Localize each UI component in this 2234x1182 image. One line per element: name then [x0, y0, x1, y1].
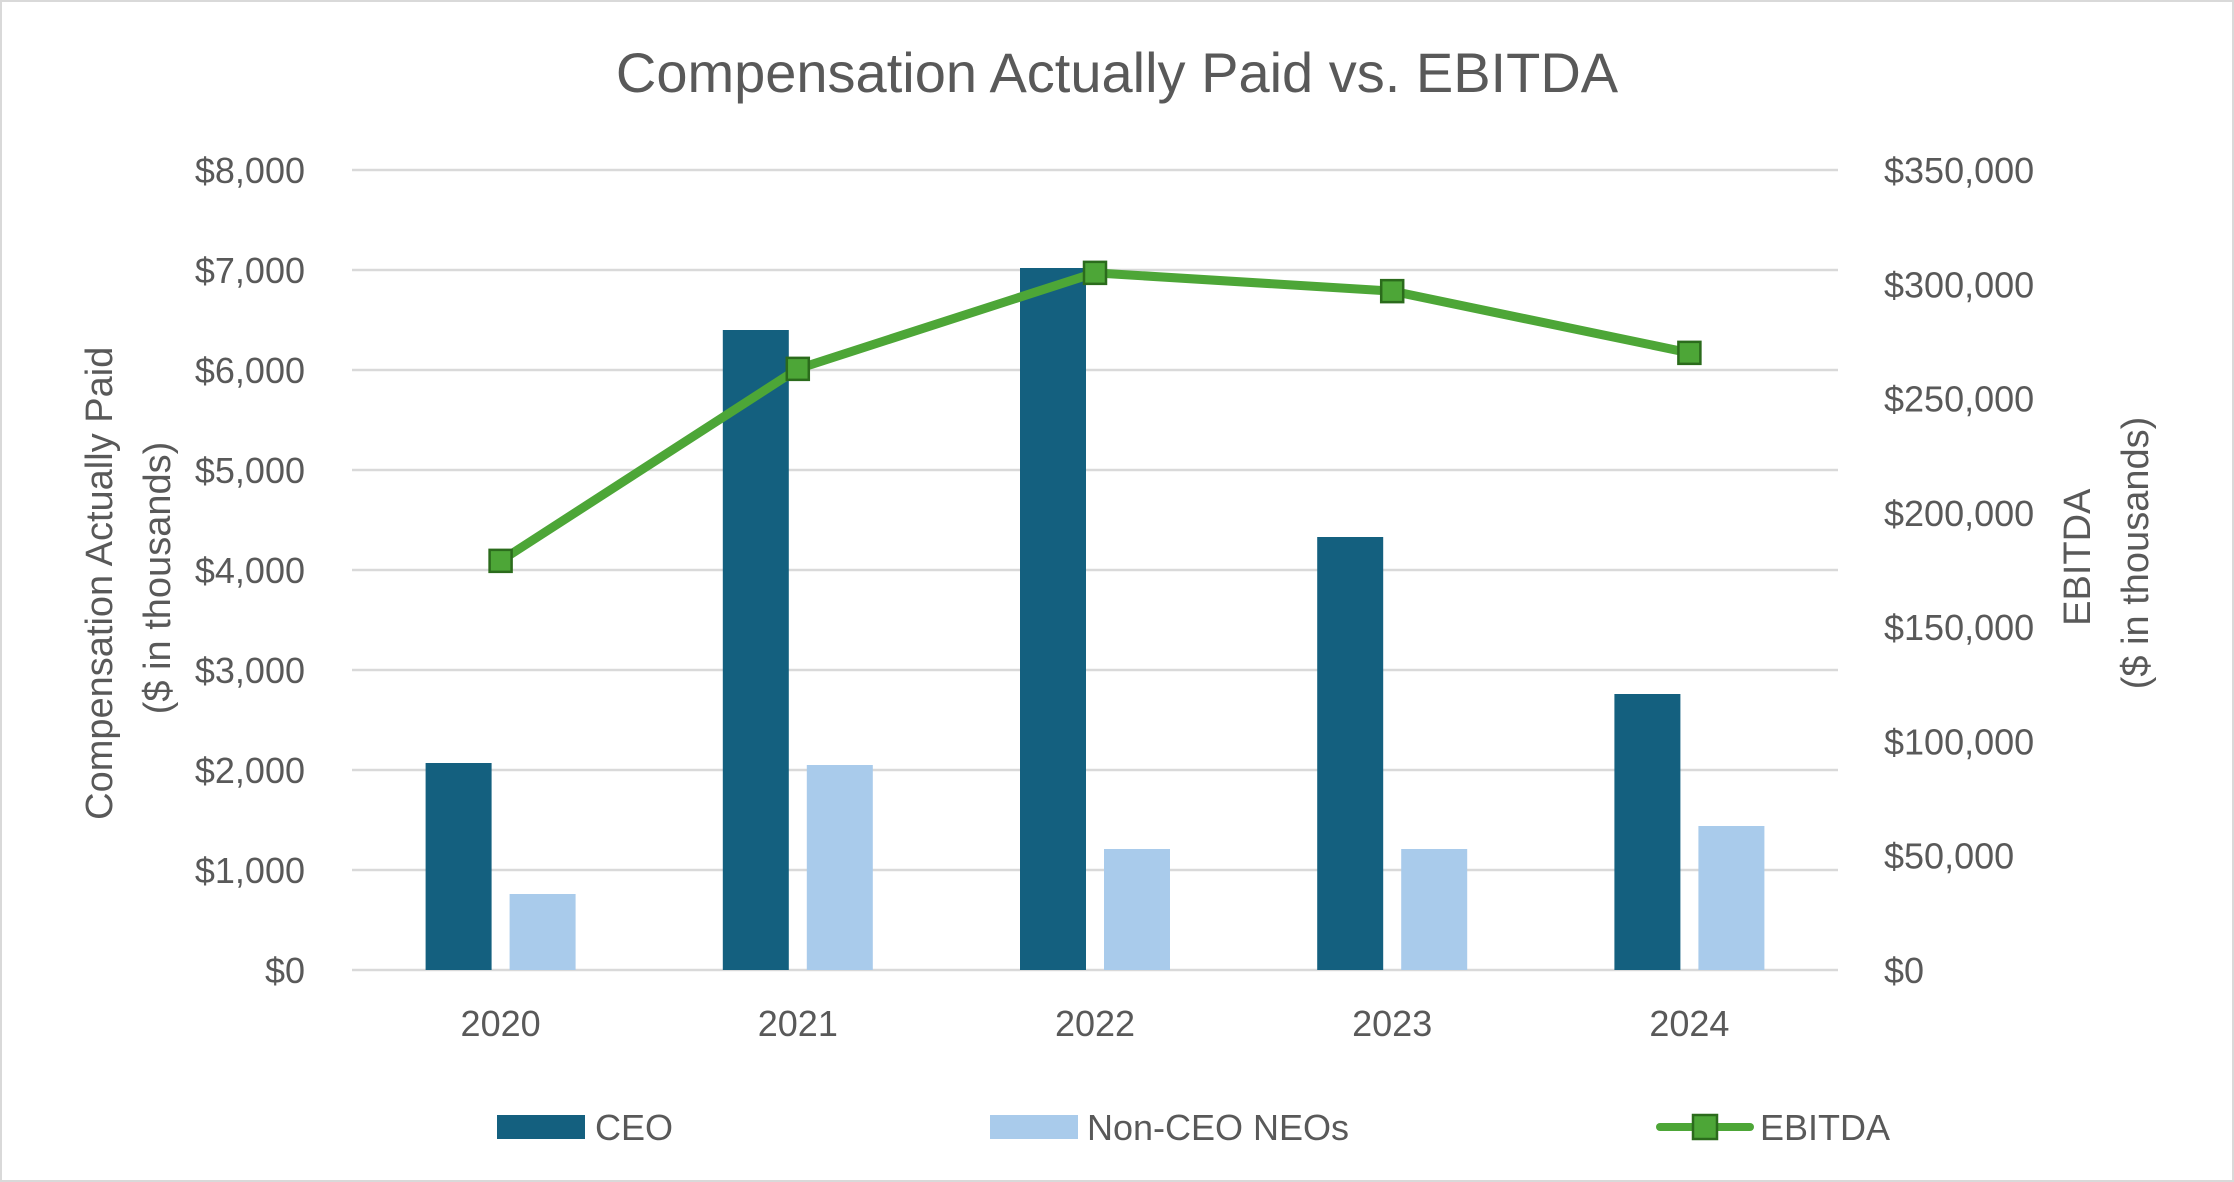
ebitda-line-series: [488, 260, 1702, 574]
left-tick-label: $3,000: [195, 650, 305, 691]
left-tick-label: $2,000: [195, 750, 305, 791]
right-tick-label: $200,000: [1884, 493, 2034, 534]
bar-ceo-2020: [425, 763, 492, 970]
left-tick-label: $7,000: [195, 250, 305, 291]
right-axis-label-line1: EBITDA: [2057, 488, 2099, 626]
left-tick-label: $1,000: [195, 850, 305, 891]
legend-label-ebitda: EBITDA: [1760, 1107, 1890, 1148]
right-tick-label: $50,000: [1884, 836, 2014, 877]
bar-non-ceo-neos-2021: [806, 765, 873, 970]
left-tick-label: $6,000: [195, 350, 305, 391]
legend-swatch-ceo: [497, 1115, 585, 1139]
chart-title: Compensation Actually Paid vs. EBITDA: [616, 41, 1619, 104]
left-axis-label-line2: ($ in thousands): [137, 442, 179, 715]
left-tick-label: $0: [265, 950, 305, 991]
bar-ceo-2021: [722, 330, 789, 970]
bar-ceo-2022: [1020, 268, 1086, 970]
right-axis-label-line2: ($ in thousands): [2115, 417, 2157, 690]
left-axis-ticks: $0 $1,000 $2,000 $3,000 $4,000 $5,000 $6,000 $7…: [195, 150, 305, 991]
left-tick-label: $8,000: [195, 150, 305, 191]
left-tick-label: $4,000: [195, 550, 305, 591]
left-axis-label-line1: Compensation Actually Paid: [79, 347, 121, 820]
bar-non-ceo-neos-2022: [1104, 849, 1170, 970]
bar-non-ceo-neos-2024: [1698, 826, 1765, 970]
left-tick-label: $5,000: [195, 450, 305, 491]
ebitda-line: [496, 268, 1694, 566]
right-axis-ticks: $0 $50,000 $100,000 $150,000 $200,000 $250,00…: [1884, 150, 2034, 991]
ebitda-marker-2020: [488, 548, 513, 574]
right-tick-label: $150,000: [1884, 607, 2034, 648]
right-tick-label: $0: [1884, 950, 1924, 991]
x-tick-label: 2021: [758, 1003, 838, 1044]
bar-ceo-2024: [1614, 694, 1681, 970]
bars: [425, 268, 1765, 970]
x-tick-label: 2020: [461, 1003, 541, 1044]
bar-non-ceo-neos-2020: [509, 894, 576, 970]
legend-marker-ebitda: [1691, 1113, 1719, 1141]
right-tick-label: $300,000: [1884, 264, 2034, 305]
ebitda-marker-2022: [1082, 260, 1108, 286]
x-tick-label: 2024: [1649, 1003, 1729, 1044]
ebitda-marker-2021: [785, 356, 811, 382]
legend: CEO Non-CEO NEOs EBITDA: [497, 1107, 1890, 1148]
right-tick-label: $250,000: [1884, 379, 2034, 420]
ebitda-marker-2024: [1677, 340, 1702, 366]
right-tick-label: $100,000: [1884, 721, 2034, 762]
right-tick-label: $350,000: [1884, 150, 2034, 191]
gridlines: [352, 168, 1838, 972]
bar-non-ceo-neos-2023: [1401, 849, 1468, 970]
ebitda-marker-2023: [1379, 278, 1405, 304]
x-tick-label: 2023: [1352, 1003, 1432, 1044]
x-axis-ticks: 2020 2021 2022 2023 2024: [461, 1003, 1730, 1044]
left-axis-label: Compensation Actually Paid ($ in thousan…: [79, 336, 179, 820]
x-tick-label: 2022: [1055, 1003, 1135, 1044]
legend-swatch-non-ceo: [990, 1115, 1078, 1139]
bar-ceo-2023: [1317, 537, 1384, 970]
legend-label-ceo: CEO: [595, 1107, 673, 1148]
legend-label-non-ceo: Non-CEO NEOs: [1087, 1107, 1349, 1148]
right-axis-label: EBITDA ($ in thousands): [2057, 417, 2157, 690]
